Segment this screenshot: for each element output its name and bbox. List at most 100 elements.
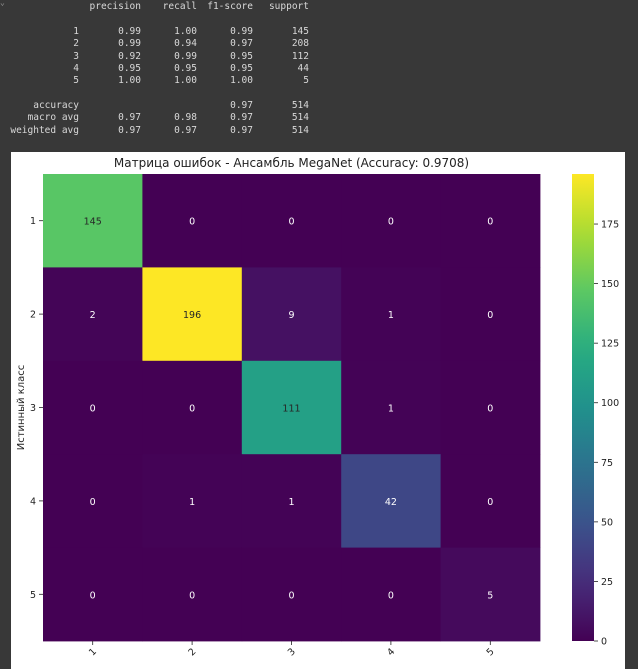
- cell-value-label: 5: [487, 590, 493, 601]
- cell-value-label: 0: [90, 590, 96, 601]
- report-cell: 0.97: [230, 112, 253, 124]
- colorbar-tick-label: 150: [601, 279, 619, 290]
- report-summary-label: weighted avg: [10, 124, 79, 136]
- heatmap-cell: [341, 547, 441, 642]
- report-cell: 0.95: [230, 62, 253, 74]
- confusion-matrix-figure: Матрица ошибок - Ансамбль MegaNet (Accur…: [11, 152, 625, 669]
- heatmap-cell: [241, 267, 342, 362]
- report-cell: 112: [291, 50, 309, 62]
- report-cell: 1.00: [174, 75, 197, 87]
- heatmap-cell: [440, 174, 541, 268]
- report-cell: 1.00: [230, 75, 253, 87]
- report-cell: 0.98: [174, 112, 197, 124]
- report-cell: 514: [291, 124, 309, 136]
- colorbar-tick-label: 0: [601, 637, 607, 648]
- report-cell: 0.95: [174, 62, 197, 74]
- heatmap-cell: [43, 454, 143, 548]
- cell-value-label: 0: [388, 590, 394, 601]
- confusion-matrix-chart: Матрица ошибок - Ансамбль MegaNet (Accur…: [16, 156, 619, 658]
- x-tick-label: 5: [485, 646, 497, 658]
- report-cell: 514: [291, 112, 309, 124]
- report-row-label: 5: [73, 75, 79, 87]
- heatmap-cell: [341, 267, 441, 362]
- x-tick-label: 2: [186, 646, 198, 658]
- cell-value-label: 0: [487, 497, 493, 508]
- heatmap-cell: [341, 174, 441, 268]
- report-header-support: support: [268, 1, 309, 12]
- heatmap-cell: [43, 267, 143, 362]
- cell-value-label: 1: [388, 310, 394, 321]
- cell-value-label: 0: [189, 217, 195, 228]
- report-header-precision: precision: [89, 1, 141, 12]
- y-tick-label: 5: [30, 590, 36, 601]
- report-cell: 0.97: [230, 38, 253, 50]
- heatmap-cell: [43, 174, 143, 268]
- cell-value-label: 0: [90, 404, 96, 415]
- report-cell: 208: [291, 38, 309, 50]
- report-header-f1-score: f1-score: [207, 1, 253, 12]
- y-tick-label: 1: [30, 216, 36, 227]
- report-row-label: 1: [73, 26, 79, 37]
- report-cell: 0.95: [118, 62, 141, 74]
- report-cell: 0.92: [118, 50, 141, 62]
- chart-title: Матрица ошибок - Ансамбль MegaNet (Accur…: [114, 156, 469, 170]
- y-tick-label: 2: [30, 310, 36, 321]
- colorbar-tick-label: 25: [601, 577, 613, 588]
- cell-value-label: 0: [288, 217, 294, 228]
- report-cell: 0.97: [230, 100, 253, 111]
- heatmap-cell: [241, 547, 342, 642]
- x-tick-label: 3: [286, 646, 298, 658]
- report-cell: 0.97: [230, 124, 253, 136]
- report-cell: 0.97: [174, 124, 197, 136]
- report-row-label: 2: [73, 38, 79, 50]
- colorbar: [572, 174, 594, 641]
- heatmap-cell: [440, 267, 541, 362]
- report-cell: 0.94: [174, 38, 197, 50]
- report-summary-label: accuracy: [33, 100, 79, 111]
- heatmap-cell: [142, 454, 243, 548]
- heatmap-cell: [440, 454, 541, 548]
- colorbar-tick-label: 125: [601, 339, 619, 350]
- cell-value-label: 0: [487, 404, 493, 415]
- cell-value-label: 0: [388, 217, 394, 228]
- report-cell: 0.97: [118, 112, 141, 124]
- report-row-label: 3: [73, 50, 79, 62]
- heatmap-cell: [341, 360, 441, 455]
- x-tick-label: 1: [87, 646, 99, 658]
- heatmap-cell: [142, 174, 243, 268]
- colorbar-tick-label: 75: [601, 458, 613, 469]
- colorbar-tick-label: 100: [601, 398, 619, 409]
- x-tick-label: 4: [385, 646, 397, 658]
- heatmap-cell: [440, 547, 541, 642]
- report-cell: 0.99: [230, 26, 253, 37]
- cell-value-label: 0: [288, 590, 294, 601]
- cell-value-label: 9: [288, 310, 294, 321]
- cell-value-label: 0: [189, 590, 195, 601]
- y-tick-label: 3: [30, 403, 36, 414]
- cell-value-label: 0: [487, 310, 493, 321]
- report-cell: 0.97: [118, 124, 141, 136]
- cell-value-label: 0: [487, 217, 493, 228]
- heatmap-cell: [341, 454, 441, 548]
- cell-value-label: 42: [385, 497, 397, 508]
- heatmap-cell: [43, 547, 143, 642]
- report-cell: 0.99: [118, 26, 141, 37]
- output-marker-icon: ⌄: [0, 0, 5, 7]
- y-tick-label: 4: [30, 496, 36, 507]
- report-cell: 5: [303, 75, 309, 87]
- cell-value-label: 145: [84, 217, 102, 228]
- cell-value-label: 0: [189, 404, 195, 415]
- report-cell: 0.99: [118, 38, 141, 50]
- heatmap-cell: [241, 360, 342, 455]
- cell-value-label: 196: [183, 310, 201, 321]
- y-axis-label: Истинный класс: [16, 365, 27, 451]
- report-row-label: 4: [73, 62, 79, 74]
- report-summary-label: macro avg: [27, 112, 79, 124]
- heatmap-cell: [241, 174, 342, 268]
- heatmap-cell: [142, 267, 243, 362]
- cell-value-label: 2: [90, 310, 96, 321]
- heatmap-cell: [440, 360, 541, 455]
- classification-report: ⌄ precision recall f1-score support 1 0.99 1.0…: [0, 0, 638, 150]
- report-cell: 0.95: [230, 50, 253, 62]
- report-cell: 514: [291, 100, 309, 111]
